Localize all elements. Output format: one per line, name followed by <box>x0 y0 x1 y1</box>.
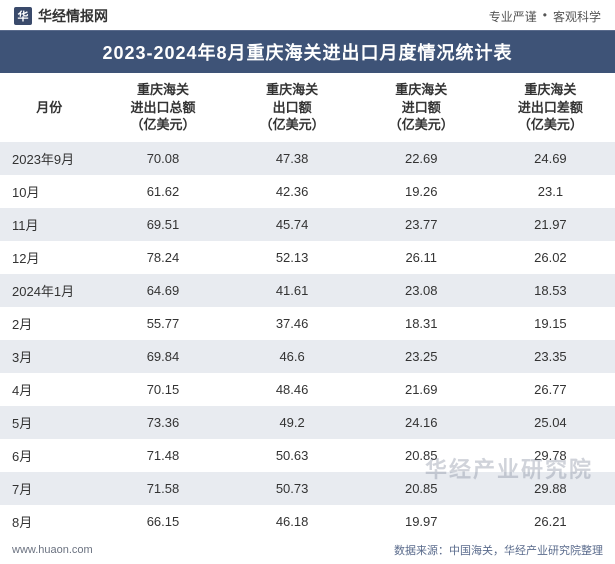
header-tag-2: 客观科学 <box>553 8 601 25</box>
cell-import: 21.69 <box>357 373 486 406</box>
cell-month: 5月 <box>0 406 98 439</box>
table-row: 4月70.1548.4621.6926.77 <box>0 373 615 406</box>
logo-block: 华 华经情报网 <box>14 6 108 26</box>
table-body: 2023年9月70.0847.3822.6924.6910月61.6242.36… <box>0 142 615 538</box>
cell-diff: 26.77 <box>486 373 615 406</box>
table-row: 2月55.7737.4618.3119.15 <box>0 307 615 340</box>
cell-import: 23.08 <box>357 274 486 307</box>
footer-source: 数据来源：中国海关，华经产业研究院整理 <box>394 542 603 558</box>
cell-month: 10月 <box>0 175 98 208</box>
cell-month: 2月 <box>0 307 98 340</box>
table-row: 5月73.3649.224.1625.04 <box>0 406 615 439</box>
cell-total: 69.84 <box>98 340 227 373</box>
cell-export: 41.61 <box>228 274 357 307</box>
cell-import: 19.97 <box>357 505 486 538</box>
table-wrap: 月份 重庆海关进出口总额（亿美元） 重庆海关出口额（亿美元） 重庆海关进口额（亿… <box>0 73 615 538</box>
cell-export: 46.6 <box>228 340 357 373</box>
footer-url: www.huaon.com <box>12 544 93 556</box>
cell-total: 69.51 <box>98 208 227 241</box>
cell-month: 4月 <box>0 373 98 406</box>
cell-export: 50.73 <box>228 472 357 505</box>
cell-month: 2023年9月 <box>0 142 98 175</box>
cell-import: 20.85 <box>357 472 486 505</box>
table-row: 12月78.2452.1326.1126.02 <box>0 241 615 274</box>
data-table: 月份 重庆海关进出口总额（亿美元） 重庆海关出口额（亿美元） 重庆海关进口额（亿… <box>0 73 615 538</box>
cell-diff: 19.15 <box>486 307 615 340</box>
table-row: 8月66.1546.1819.9726.21 <box>0 505 615 538</box>
cell-import: 23.77 <box>357 208 486 241</box>
table-row: 2023年9月70.0847.3822.6924.69 <box>0 142 615 175</box>
cell-import: 22.69 <box>357 142 486 175</box>
cell-import: 18.31 <box>357 307 486 340</box>
cell-total: 71.58 <box>98 472 227 505</box>
table-row: 2024年1月64.6941.6123.0818.53 <box>0 274 615 307</box>
header-tags: 专业严谨 • 客观科学 <box>489 8 601 25</box>
cell-month: 7月 <box>0 472 98 505</box>
cell-diff: 25.04 <box>486 406 615 439</box>
cell-month: 11月 <box>0 208 98 241</box>
cell-import: 19.26 <box>357 175 486 208</box>
footer-bar: www.huaon.com 数据来源：中国海关，华经产业研究院整理 <box>0 538 615 564</box>
cell-total: 55.77 <box>98 307 227 340</box>
cell-total: 61.62 <box>98 175 227 208</box>
cell-total: 70.08 <box>98 142 227 175</box>
cell-total: 70.15 <box>98 373 227 406</box>
cell-total: 66.15 <box>98 505 227 538</box>
cell-import: 23.25 <box>357 340 486 373</box>
cell-diff: 24.69 <box>486 142 615 175</box>
cell-total: 71.48 <box>98 439 227 472</box>
cell-import: 24.16 <box>357 406 486 439</box>
cell-export: 37.46 <box>228 307 357 340</box>
cell-month: 8月 <box>0 505 98 538</box>
cell-export: 47.38 <box>228 142 357 175</box>
table-row: 10月61.6242.3619.2623.1 <box>0 175 615 208</box>
table-row: 6月71.4850.6320.8529.78 <box>0 439 615 472</box>
col-header-month: 月份 <box>0 73 98 142</box>
cell-export: 42.36 <box>228 175 357 208</box>
cell-import: 20.85 <box>357 439 486 472</box>
header-bar: 华 华经情报网 专业严谨 • 客观科学 <box>0 0 615 31</box>
cell-diff: 18.53 <box>486 274 615 307</box>
cell-diff: 29.88 <box>486 472 615 505</box>
cell-diff: 26.02 <box>486 241 615 274</box>
header-tag-1: 专业严谨 <box>489 8 537 25</box>
cell-total: 78.24 <box>98 241 227 274</box>
cell-diff: 26.21 <box>486 505 615 538</box>
cell-month: 3月 <box>0 340 98 373</box>
cell-month: 6月 <box>0 439 98 472</box>
col-header-export: 重庆海关出口额（亿美元） <box>228 73 357 142</box>
cell-export: 46.18 <box>228 505 357 538</box>
cell-total: 73.36 <box>98 406 227 439</box>
col-header-total: 重庆海关进出口总额（亿美元） <box>98 73 227 142</box>
col-header-diff: 重庆海关进出口差额（亿美元） <box>486 73 615 142</box>
cell-diff: 23.35 <box>486 340 615 373</box>
header-dot: • <box>543 8 547 25</box>
cell-export: 48.46 <box>228 373 357 406</box>
cell-export: 50.63 <box>228 439 357 472</box>
col-header-import: 重庆海关进口额（亿美元） <box>357 73 486 142</box>
table-title: 2023-2024年8月重庆海关进出口月度情况统计表 <box>0 31 615 73</box>
table-row: 11月69.5145.7423.7721.97 <box>0 208 615 241</box>
cell-import: 26.11 <box>357 241 486 274</box>
cell-export: 45.74 <box>228 208 357 241</box>
table-row: 7月71.5850.7320.8529.88 <box>0 472 615 505</box>
table-header-row: 月份 重庆海关进出口总额（亿美元） 重庆海关出口额（亿美元） 重庆海关进口额（亿… <box>0 73 615 142</box>
cell-export: 49.2 <box>228 406 357 439</box>
cell-export: 52.13 <box>228 241 357 274</box>
cell-diff: 29.78 <box>486 439 615 472</box>
cell-diff: 23.1 <box>486 175 615 208</box>
cell-month: 12月 <box>0 241 98 274</box>
table-row: 3月69.8446.623.2523.35 <box>0 340 615 373</box>
cell-month: 2024年1月 <box>0 274 98 307</box>
brand-name: 华经情报网 <box>38 6 108 26</box>
cell-diff: 21.97 <box>486 208 615 241</box>
logo-icon: 华 <box>14 7 32 25</box>
cell-total: 64.69 <box>98 274 227 307</box>
